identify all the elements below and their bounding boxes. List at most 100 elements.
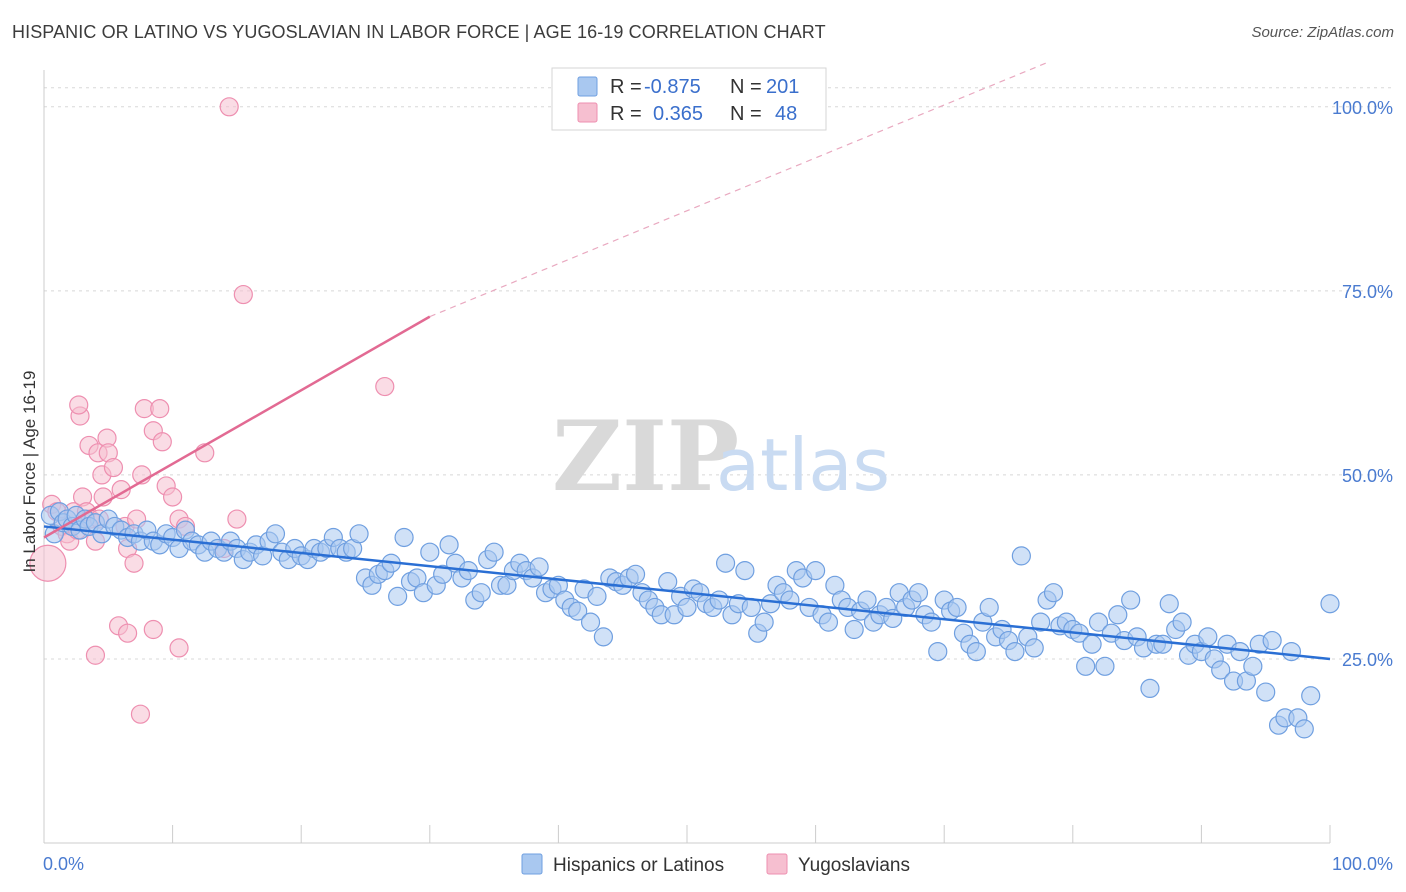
hispanic-point [593,627,614,647]
yugoslavian-point [111,480,131,500]
yugoslavian-point [219,97,239,117]
legend-r-label-1: R = [610,76,642,98]
x-tick-label-end: 100.0% [1332,854,1393,874]
hispanic-point [1024,638,1044,658]
hispanic-point [1153,634,1173,654]
hispanic-point [1294,719,1314,739]
legend-n-label-2: N = [730,103,762,125]
hispanic-point [1076,656,1096,676]
yugoslavian-points [29,97,395,724]
correlation-legend: R = -0.875 N = 201 R = 0.365 N = 48 [551,67,827,131]
hispanic-point [529,557,549,577]
hispanic-point [1262,630,1282,651]
legend-box [551,67,827,131]
hispanic-point [625,564,646,584]
yugoslavian-point [152,432,172,452]
hispanic-point [1198,627,1218,647]
hispanic-trendline [43,525,1331,661]
y-tick-labels: 25.0% 50.0% 75.0% 100.0% [1332,98,1393,670]
yugoslavian-point [233,284,253,305]
hispanic-point [1320,594,1340,614]
hispanic-point [844,619,864,640]
hispanic-point [1243,656,1263,676]
hispanic-point [947,597,967,618]
bottom-legend-yugoslavian: Yugoslavians [798,855,910,876]
hispanic-point [484,542,504,562]
hispanic-point [908,583,929,603]
hispanic-point [568,601,588,621]
hispanic-point [805,561,826,581]
hispanic-point [1031,612,1051,632]
legend-r-label-2: R = [610,103,642,125]
legend-r-value-1: -0.875 [644,76,701,98]
hispanic-point [966,641,986,662]
watermark-zip: ZIP [552,400,739,513]
hispanic-point [439,535,459,555]
axes [43,70,1331,844]
hispanic-point [754,612,774,632]
hispanic-point [1172,612,1192,632]
hispanic-point [1082,634,1102,654]
x-tick-labels: 0.0% 100.0% [43,854,1393,874]
hispanic-point [857,590,877,610]
hispanic-point [1256,682,1276,702]
hispanic-point [928,641,948,662]
hispanic-point [1159,594,1179,614]
hispanic-point [394,527,414,548]
hispanic-point [1095,656,1115,676]
hispanic-point [818,612,839,632]
hispanic-point [1011,546,1031,566]
yugoslavian-point [150,399,170,419]
hispanic-point [433,564,453,584]
source-credit: Source: ZipAtlas.com [1251,24,1394,41]
hispanic-point [709,590,729,610]
hispanic-point [1108,605,1128,625]
hispanic-point [921,612,941,632]
hispanic-point [760,594,781,614]
y-axis-title: In Labor Force | Age 16-19 [20,371,39,573]
yugoslavian-point [69,395,89,415]
yugoslavian-point [130,704,151,724]
trendlines [43,62,1331,661]
x-tick-label-start: 0.0% [43,854,84,874]
bottom-legend-swatch-yugoslavian [766,853,788,875]
hispanic-point [1211,660,1231,680]
yugoslavian-point [29,544,67,582]
hispanic-point [420,542,440,562]
yugoslavian-point [117,623,138,643]
yugoslavian-point [169,638,189,658]
yugoslavian-point [124,553,144,573]
yugoslavian-trendline [43,315,431,539]
hispanic-point [265,524,286,544]
y-tick-label: 75.0% [1342,282,1393,302]
hispanic-point [735,561,755,581]
hispanic-point [780,590,800,610]
watermark: ZIP atlas [552,400,890,513]
hispanic-point [658,572,678,592]
hispanic-point [1005,641,1025,662]
y-tick-label: 100.0% [1332,98,1393,118]
hispanic-point [1281,641,1302,662]
hispanic-point [471,583,491,603]
hispanic-point [388,586,408,606]
legend-n-label-1: N = [730,76,762,98]
hispanic-point [349,524,369,544]
hispanic-point [1043,583,1064,603]
hispanic-point [580,612,601,632]
y-tick-label: 25.0% [1342,650,1393,670]
hispanic-point [1121,590,1141,610]
yugoslavian-point [375,376,395,397]
yugoslavian-point [163,487,183,507]
series-legend: Hispanics or Latinos Yugoslavians [521,853,910,876]
gridlines [44,87,1392,660]
bottom-legend-hispanic: Hispanics or Latinos [553,855,724,876]
hispanic-point [677,597,697,618]
y-tick-label: 50.0% [1342,466,1393,486]
legend-n-value-2: 48 [775,103,797,125]
legend-swatch-blue [577,76,598,97]
hispanic-point [1140,678,1160,699]
yugoslavian-point [85,645,106,665]
watermark-atlas: atlas [716,423,890,507]
legend-n-value-1: 201 [766,76,799,98]
